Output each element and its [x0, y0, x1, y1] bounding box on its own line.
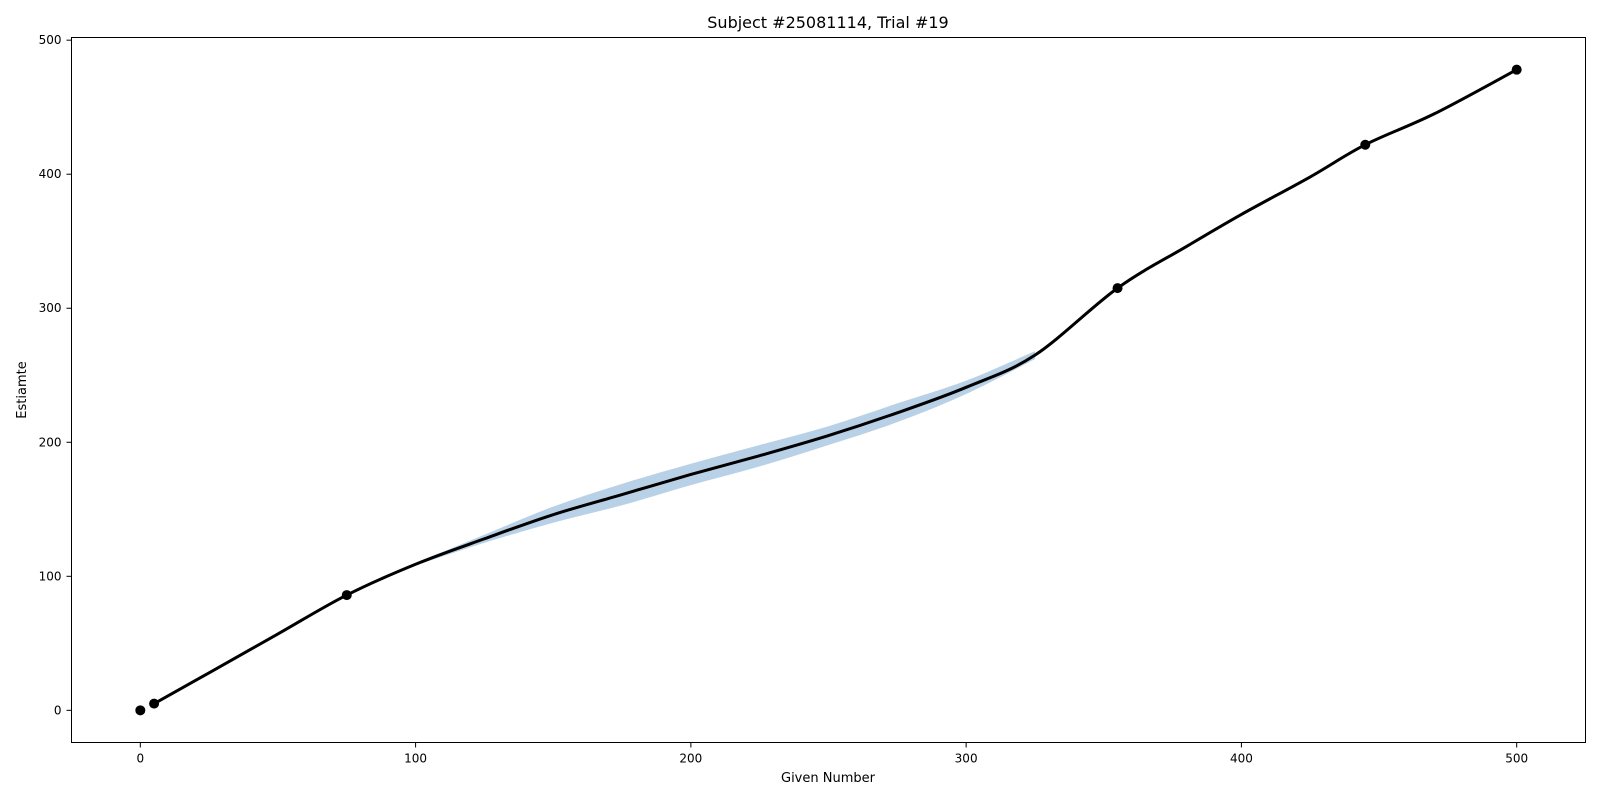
confidence-band — [415, 351, 1035, 566]
x-axis-label: Given Number — [781, 771, 876, 786]
y-axis: 0 100 200 300 400 500 — [39, 33, 72, 717]
y-tick-label: 500 — [39, 33, 62, 47]
x-tick-label: 400 — [1230, 752, 1253, 766]
data-point — [341, 590, 352, 601]
x-tick-label: 500 — [1505, 752, 1528, 766]
fit-line — [152, 68, 1519, 706]
data-point — [1360, 139, 1371, 150]
x-tick-label: 0 — [136, 752, 144, 766]
data-point — [1511, 64, 1522, 75]
y-axis-label: Estiamte — [15, 361, 30, 418]
y-tick-label: 300 — [39, 301, 62, 315]
plot-area — [135, 64, 1522, 716]
y-tick-label: 400 — [39, 167, 62, 181]
data-point — [1112, 283, 1123, 294]
data-point — [135, 705, 146, 716]
x-axis: 0 100 200 300 400 500 — [136, 742, 1528, 766]
chart-title: Subject #25081114, Trial #19 — [707, 13, 948, 32]
y-tick-label: 0 — [54, 703, 62, 717]
x-tick-label: 100 — [404, 752, 427, 766]
y-tick-label: 200 — [39, 435, 62, 449]
x-tick-label: 300 — [955, 752, 978, 766]
y-tick-label: 100 — [39, 569, 62, 583]
x-tick-label: 200 — [679, 752, 702, 766]
plot-frame — [71, 37, 1586, 743]
data-point — [149, 698, 160, 709]
